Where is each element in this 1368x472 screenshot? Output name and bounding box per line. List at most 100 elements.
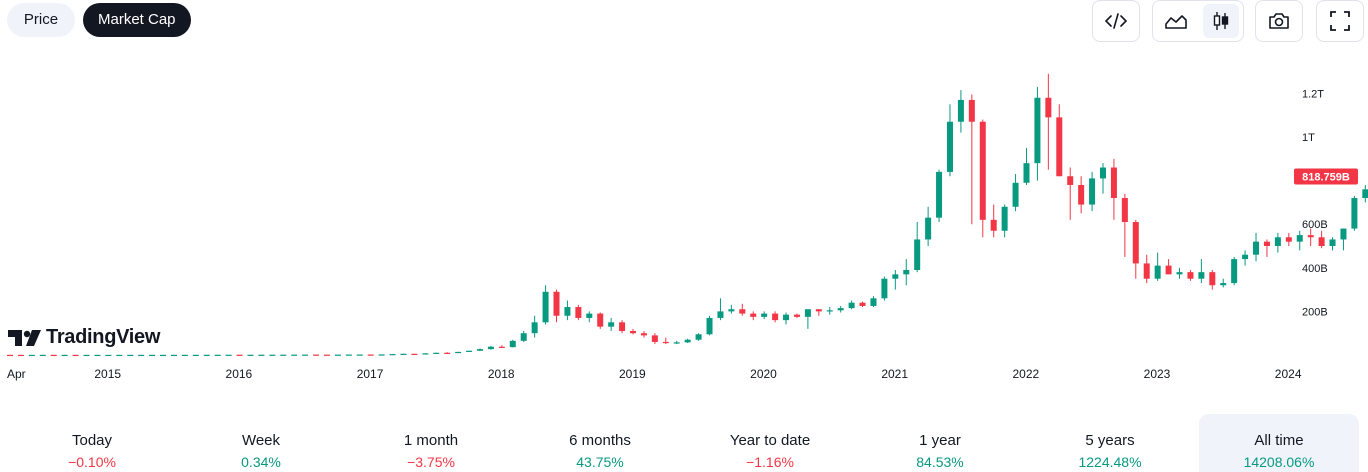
camera-icon (1269, 13, 1289, 29)
candle-body (1351, 198, 1358, 229)
performance-period-3[interactable]: 6 months 43.75% (520, 414, 680, 472)
candle (728, 304, 735, 314)
candle-body (564, 307, 571, 316)
candle-body (826, 310, 833, 312)
candle-body (684, 339, 691, 343)
candle-body (94, 354, 101, 357)
candle-body (498, 346, 505, 348)
candle-body (170, 354, 177, 357)
candle-body (739, 309, 746, 314)
candle (225, 354, 232, 356)
candle-body (247, 354, 254, 356)
candle (936, 169, 943, 223)
candle (389, 354, 396, 356)
candle-body (575, 307, 582, 318)
performance-period-0[interactable]: Today −0.10% (12, 414, 172, 472)
candle (203, 354, 210, 356)
candle (957, 90, 964, 133)
candle (1231, 256, 1238, 286)
performance-period-5[interactable]: 1 year 84.53% (860, 414, 1020, 472)
performance-period-2[interactable]: 1 month −3.75% (351, 414, 511, 472)
fullscreen-button[interactable] (1322, 4, 1358, 38)
candle-body (345, 354, 352, 356)
candle (848, 300, 855, 310)
candle (684, 338, 691, 344)
candle-body (291, 354, 298, 356)
candle-body (28, 354, 35, 357)
candle-body (553, 291, 560, 316)
candle (149, 354, 156, 357)
candle (509, 339, 516, 348)
x-tick-label: 2016 (226, 367, 253, 381)
snapshot-button[interactable] (1261, 4, 1297, 38)
candle-body (542, 291, 549, 323)
candle (597, 312, 604, 329)
candle (608, 317, 615, 332)
candle (1165, 259, 1172, 275)
fullscreen-icon (1330, 11, 1350, 31)
performance-period-1[interactable]: Week 0.34% (181, 414, 341, 472)
tab-price[interactable]: Price (7, 3, 75, 37)
candle-body (466, 350, 473, 352)
candle-body (520, 333, 527, 341)
performance-value: −1.16% (746, 454, 794, 470)
performance-period-4[interactable]: Year to date −1.16% (690, 414, 850, 472)
candle-body (7, 354, 13, 357)
candle (968, 94, 975, 225)
candle-body (1362, 189, 1368, 199)
performance-period-6[interactable]: 5 years 1224.48% (1030, 414, 1190, 472)
performance-label: Week (241, 432, 281, 449)
performance-value: −3.75% (407, 454, 455, 470)
candle (946, 104, 953, 177)
candle (1187, 269, 1194, 281)
candle (356, 354, 363, 356)
candle (323, 354, 330, 356)
candle (1067, 167, 1074, 220)
candle-body (313, 354, 320, 356)
performance-row: Today −0.10% Week 0.34% 1 month −3.75% 6 month… (0, 414, 1368, 472)
candle-body (1023, 163, 1030, 183)
candle (1100, 163, 1106, 194)
candlestick-button[interactable] (1202, 4, 1239, 38)
candle (7, 354, 13, 357)
candle-body (225, 354, 232, 356)
candle (269, 354, 276, 356)
candle-body (673, 342, 680, 344)
candle-body (269, 354, 276, 356)
y-tick-label: 400B (1302, 263, 1328, 275)
candle-body (979, 121, 986, 220)
candle-body (662, 341, 669, 344)
candle (72, 354, 79, 357)
candle-body (422, 353, 429, 355)
last-value-badge (1294, 168, 1358, 185)
candle (761, 311, 768, 320)
candle-body (1242, 254, 1249, 260)
candle (914, 222, 921, 273)
candle (793, 313, 800, 318)
candle (455, 351, 462, 354)
candle-body (925, 217, 932, 240)
candle (706, 315, 713, 336)
candle (1045, 73, 1052, 170)
candle-body (116, 354, 123, 357)
candle-body (772, 313, 779, 321)
candle (1351, 195, 1358, 231)
candle-body (1110, 167, 1117, 199)
market-cap-chart[interactable]: 200B 400B 600B 1T 1.2T Apr 2015 2016 2017 2018 20… (0, 50, 1368, 390)
performance-label: 6 months (569, 432, 631, 449)
candle (487, 345, 494, 350)
performance-period-7[interactable]: All time 14208.06% (1199, 414, 1359, 472)
area-chart-button[interactable] (1158, 4, 1194, 38)
candle (105, 354, 112, 357)
tab-market-cap[interactable]: Market Cap (83, 3, 191, 37)
candle (1296, 230, 1303, 251)
candle (94, 354, 101, 357)
candle-body (1045, 97, 1052, 118)
embed-button[interactable] (1098, 4, 1134, 38)
candle (1220, 278, 1227, 288)
candle-body (793, 314, 800, 317)
code-icon (1105, 13, 1127, 29)
x-tick-label: 2021 (881, 367, 908, 381)
candle-body (1253, 241, 1260, 255)
candle-body (400, 353, 407, 355)
